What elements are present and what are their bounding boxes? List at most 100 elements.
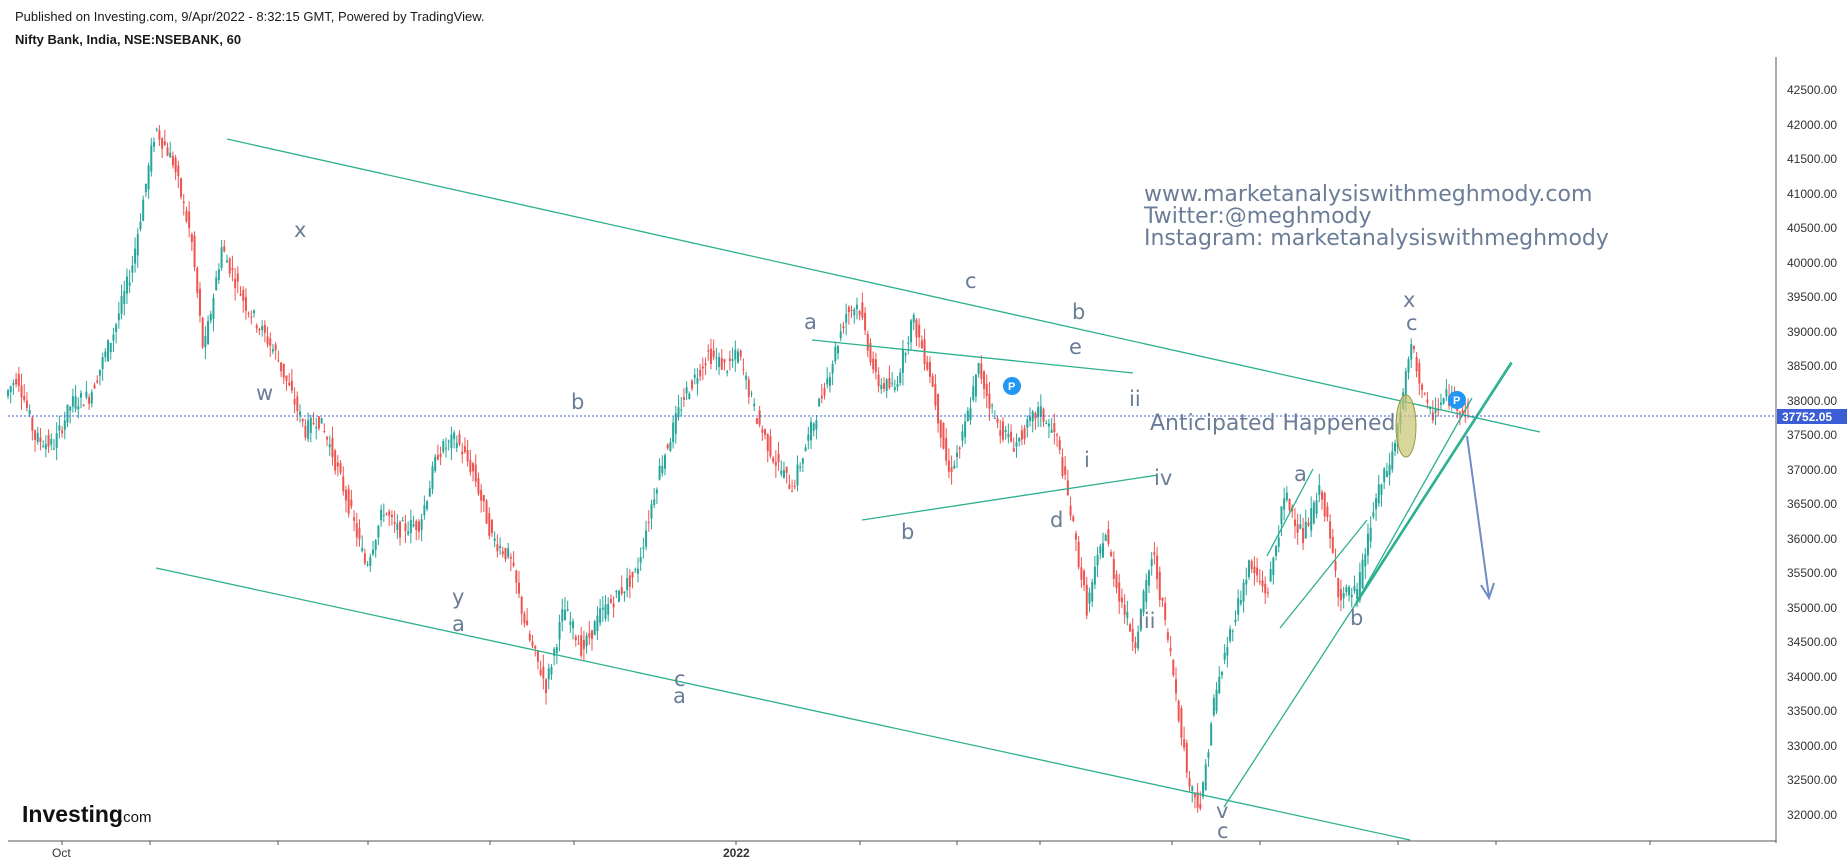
price-tag-box <box>1777 409 1847 424</box>
wave-label: w <box>256 381 273 405</box>
candle-body <box>1288 498 1291 510</box>
candle-body <box>1120 597 1123 603</box>
candle-body <box>628 575 631 587</box>
candle-body <box>36 432 39 442</box>
candle-body <box>17 374 20 386</box>
candle-body <box>1145 579 1148 602</box>
candle-body <box>142 199 145 222</box>
watermark-instagram: Instagram: marketanalysiswithmeghmody <box>1144 226 1609 251</box>
candle-body <box>1066 480 1069 496</box>
candle-body <box>217 269 220 281</box>
candle-body <box>874 359 877 372</box>
candle-body <box>1077 541 1080 568</box>
candle-body <box>447 440 450 442</box>
candle-body <box>1045 423 1048 425</box>
candle-body <box>1312 502 1315 524</box>
candle-body <box>493 538 496 541</box>
candle-body <box>642 547 645 549</box>
candle-body <box>515 570 518 583</box>
small-channel-a <box>1266 468 1314 557</box>
candle-body <box>1321 491 1323 500</box>
lower-channel-line <box>155 567 1411 841</box>
candle-body <box>655 489 658 494</box>
rising-trendline-mid <box>1354 397 1473 606</box>
candle-body <box>1026 419 1029 428</box>
candle-body <box>728 358 731 361</box>
candle-body <box>1012 448 1015 452</box>
candle-body <box>77 406 80 410</box>
candle-body <box>828 377 831 386</box>
p-marker-circle[interactable] <box>1448 391 1466 409</box>
candle-body <box>220 247 223 268</box>
candle-body <box>25 400 28 408</box>
y-tick-label: 32000.00 <box>1787 808 1837 822</box>
candle-body <box>242 289 245 301</box>
y-tick-label: 41000.00 <box>1787 187 1837 201</box>
candle-body <box>937 393 940 424</box>
candle-body <box>864 312 867 331</box>
candle-body <box>226 260 228 263</box>
candle-body <box>664 455 666 469</box>
candle-body <box>1302 528 1305 544</box>
candle-body <box>1207 752 1210 758</box>
candle-body <box>953 465 956 469</box>
candle-body <box>964 421 967 438</box>
y-tick-label: 37500.00 <box>1787 428 1837 442</box>
candle-body <box>869 342 872 363</box>
candle-body <box>215 277 218 291</box>
candle-body <box>499 546 502 549</box>
candle-body <box>147 165 150 190</box>
wave-label: d <box>1050 508 1063 532</box>
candle-body <box>244 296 247 311</box>
p-marker-circle[interactable] <box>1003 377 1021 395</box>
candle-body <box>1064 466 1067 475</box>
candle-body <box>823 388 826 396</box>
candle-body <box>296 396 299 412</box>
candle-body <box>42 446 45 448</box>
candle-body <box>577 643 580 645</box>
candle-body <box>788 484 791 489</box>
p-marker[interactable]: P <box>1003 377 1021 395</box>
candle-body <box>1377 484 1380 504</box>
candle-body <box>701 366 704 369</box>
candle-body <box>336 462 339 467</box>
candle-body <box>991 405 994 407</box>
candle-body <box>1069 505 1072 516</box>
p-marker[interactable]: P <box>1448 391 1466 409</box>
candle-body <box>1210 723 1213 746</box>
candle-body <box>685 387 688 394</box>
candle-body <box>401 519 404 521</box>
candle-body <box>523 613 526 624</box>
candle-body <box>1188 778 1191 787</box>
candle-body <box>50 438 53 445</box>
candle-body <box>253 310 256 314</box>
candle-body <box>299 411 301 416</box>
candle-body <box>223 246 226 252</box>
wave-label: c <box>674 667 686 691</box>
x-axis: Oct 2022 <box>52 841 1651 860</box>
candle-body <box>1315 500 1318 514</box>
candle-body <box>1388 464 1391 476</box>
candle-body <box>834 346 837 362</box>
candle-body <box>1285 492 1288 500</box>
candle-body <box>174 157 177 173</box>
candle-body <box>563 609 566 621</box>
y-tick-label: 38000.00 <box>1787 394 1837 408</box>
candle-body <box>1102 543 1104 558</box>
candle-body <box>699 369 702 377</box>
candle-body <box>1375 498 1378 510</box>
candle-body <box>691 380 694 389</box>
candle-body <box>1323 493 1326 517</box>
candle-body <box>631 571 634 578</box>
candle-body <box>696 378 699 384</box>
candle-body <box>1001 421 1004 440</box>
candle-body <box>737 351 739 363</box>
candle-body <box>412 524 415 527</box>
candle-body <box>574 636 577 641</box>
candle-body <box>204 335 207 348</box>
candle-body <box>369 557 372 566</box>
candle-body <box>842 326 845 329</box>
candle-body <box>372 549 374 555</box>
candle-body <box>1253 566 1256 574</box>
